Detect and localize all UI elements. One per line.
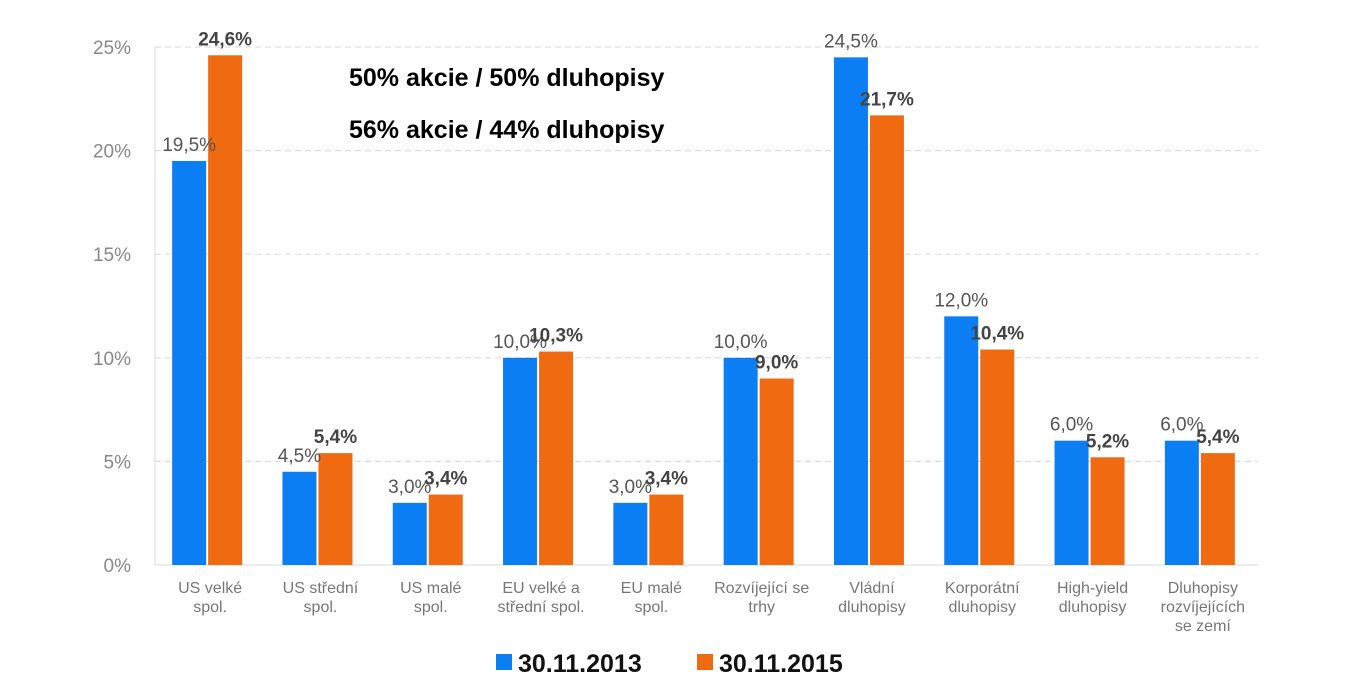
- data-label: 10,4%: [970, 324, 1024, 345]
- bar-30.11.2015: [759, 378, 794, 565]
- bar-30.11.2013: [833, 57, 868, 566]
- legend: 30.11.2013 30.11.2015: [496, 650, 843, 678]
- data-label: 3,4%: [424, 469, 467, 490]
- data-label: 9,0%: [755, 353, 798, 374]
- bar-30.11.2013: [172, 160, 207, 565]
- x-tick-label: rozvíjejících: [1161, 599, 1245, 616]
- data-label: 19,5%: [162, 135, 216, 156]
- x-tick-label: spol.: [414, 599, 448, 616]
- bar-30.11.2013: [503, 357, 538, 565]
- legend-swatch-2013: [496, 654, 512, 670]
- x-tick-label: spol.: [193, 599, 227, 616]
- y-tick-label: 20%: [93, 142, 131, 163]
- annotation-blue: 50% akcie / 50% dluhopisy: [349, 64, 665, 92]
- bar-30.11.2013: [1164, 440, 1199, 565]
- y-tick-label: 10%: [93, 349, 131, 370]
- data-label: 4,5%: [278, 446, 321, 467]
- x-tick-label: Rozvíjející se: [714, 580, 809, 597]
- y-tick-label: 0%: [104, 556, 132, 577]
- x-tick-label: trhy: [748, 599, 775, 616]
- y-tick-label: 5%: [104, 452, 132, 473]
- bar-30.11.2013: [1054, 440, 1089, 565]
- bar-30.11.2015: [869, 115, 904, 565]
- x-tick-label: dluhopisy: [838, 599, 906, 616]
- x-tick-label: spol.: [634, 599, 668, 616]
- bar-30.11.2015: [539, 351, 574, 565]
- x-tick-label: dluhopisy: [948, 599, 1016, 616]
- data-label: 10,3%: [529, 326, 583, 347]
- bar-30.11.2013: [282, 471, 317, 565]
- x-tick-label: Vládní: [849, 580, 895, 597]
- x-tick-label: spol.: [304, 599, 338, 616]
- x-tick-label: EU velké a: [502, 580, 579, 597]
- x-tick-label: US střední: [283, 580, 359, 597]
- data-label: 5,2%: [1086, 431, 1129, 452]
- x-tick-label: Korporátní: [945, 580, 1020, 597]
- x-tick-label: se zemí: [1175, 618, 1232, 635]
- bar-30.11.2015: [980, 349, 1015, 565]
- legend-swatch-2015: [697, 654, 713, 670]
- data-label: 6,0%: [1050, 415, 1093, 436]
- x-tick-label: střední spol.: [497, 599, 584, 616]
- data-label: 21,7%: [860, 89, 914, 110]
- bar-30.11.2013: [613, 502, 648, 565]
- y-tick-label: 25%: [93, 38, 131, 59]
- bar-30.11.2013: [944, 316, 979, 565]
- data-label: 3,4%: [645, 469, 688, 490]
- data-label: 5,4%: [314, 427, 357, 448]
- data-label: 10,0%: [493, 332, 547, 353]
- data-label: 24,5%: [824, 31, 878, 52]
- bar-30.11.2015: [1090, 457, 1125, 565]
- annotation-orange: 56% akcie / 44% dluhopisy: [349, 116, 665, 144]
- x-tick-label: US malé: [400, 580, 461, 597]
- bar-30.11.2015: [428, 494, 463, 565]
- data-label: 3,0%: [609, 477, 652, 498]
- data-label: 12,0%: [934, 290, 988, 311]
- x-tick-label: dluhopisy: [1059, 599, 1127, 616]
- x-tick-label: Dluhopisy: [1168, 580, 1238, 597]
- legend-label-2015: 30.11.2015: [719, 650, 843, 678]
- data-label: 5,4%: [1196, 427, 1239, 448]
- x-tick-label: EU malé: [621, 580, 682, 597]
- y-tick-label: 15%: [93, 245, 131, 266]
- bar-30.11.2015: [208, 55, 243, 566]
- bar-30.11.2015: [1200, 453, 1235, 565]
- bar-30.11.2013: [392, 502, 427, 565]
- data-label: 24,6%: [198, 29, 252, 50]
- data-label: 10,0%: [714, 332, 768, 353]
- bar-30.11.2013: [723, 357, 758, 565]
- data-label: 6,0%: [1160, 415, 1203, 436]
- data-label: 3,0%: [388, 477, 431, 498]
- bar-30.11.2015: [649, 494, 684, 565]
- x-tick-label: US velké: [178, 580, 242, 597]
- bar-30.11.2015: [318, 453, 353, 565]
- legend-label-2013: 30.11.2013: [518, 650, 642, 678]
- x-tick-label: High-yield: [1057, 580, 1128, 597]
